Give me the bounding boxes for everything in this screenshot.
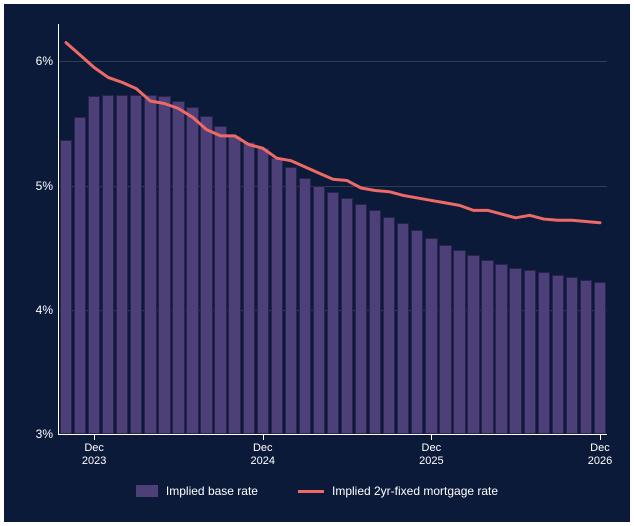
x-tick-month: Dec [82,442,106,455]
x-tick-label: Dec2023 [82,442,106,468]
x-tick-year: 2026 [588,455,612,468]
x-tick-month: Dec [250,442,274,455]
legend-swatch-bar [136,485,158,497]
y-tick-label: 4% [36,303,59,317]
legend: Implied base rate Implied 2yr-fixed mortg… [4,484,630,498]
x-tick-label: Dec2025 [419,442,443,468]
line-series [59,24,607,434]
x-tick-year: 2024 [250,455,274,468]
x-tick-month: Dec [588,442,612,455]
legend-item: Implied 2yr-fixed mortgage rate [298,484,498,498]
legend-item: Implied base rate [136,484,258,498]
x-tick-month: Dec [419,442,443,455]
legend-label: Implied 2yr-fixed mortgage rate [332,484,498,498]
x-tick-label: Dec2024 [250,442,274,468]
x-tick [431,434,432,440]
plot-area: 3%4%5%6%Dec2023Dec2024Dec2025Dec2026 [58,24,607,435]
chart-card: 3%4%5%6%Dec2023Dec2024Dec2025Dec2026Impl… [4,4,630,522]
y-tick-label: 5% [36,179,59,193]
y-tick-label: 6% [36,54,59,68]
y-tick-label: 3% [36,427,59,441]
legend-swatch-line [298,490,324,493]
x-tick [600,434,601,440]
x-tick [263,434,264,440]
x-tick-year: 2023 [82,455,106,468]
x-tick-year: 2025 [419,455,443,468]
x-tick-label: Dec2026 [588,442,612,468]
legend-label: Implied base rate [166,484,258,498]
x-tick [94,434,95,440]
